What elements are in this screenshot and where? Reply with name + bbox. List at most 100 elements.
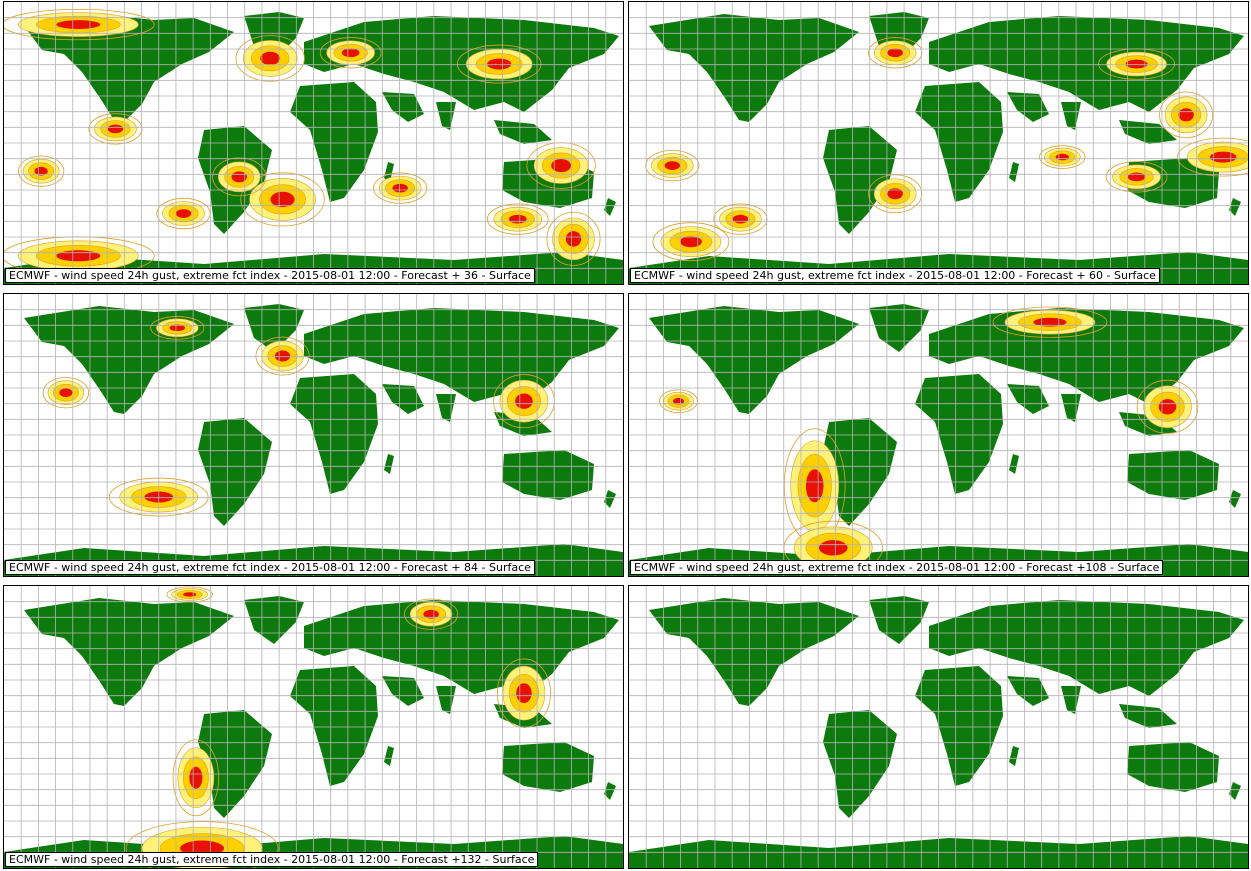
- efi-contour: [169, 324, 186, 332]
- efi-contour: [319, 37, 382, 69]
- efi-contour: [34, 166, 48, 176]
- efi-contour: [1105, 161, 1168, 193]
- efi-contour: [1127, 172, 1146, 182]
- continent-shape: [1119, 120, 1177, 144]
- continent-shape: [604, 198, 616, 216]
- continent-shape: [198, 418, 272, 526]
- efi-contour: [392, 183, 408, 193]
- continent-shape: [823, 710, 897, 818]
- continent-shape: [244, 596, 304, 644]
- efi-contour: [457, 44, 542, 84]
- efi-contour: [546, 211, 601, 266]
- efi-contours-layer: [42, 316, 555, 517]
- efi-contour: [1039, 145, 1086, 169]
- map-caption: ECMWF - wind speed 24h gust, extreme fct…: [5, 560, 535, 575]
- continent-shape: [494, 412, 552, 436]
- efi-contour: [664, 161, 681, 170]
- continent-shape: [649, 598, 859, 706]
- efi-contour: [868, 174, 923, 214]
- continent-shape: [304, 308, 619, 404]
- continent-shape: [1127, 742, 1219, 792]
- efi-contour: [551, 158, 571, 173]
- continent-shape: [384, 162, 394, 182]
- map-panel-forecast-84: ECMWF - wind speed 24h gust, extreme fct…: [3, 293, 624, 577]
- efi-contour: [88, 113, 143, 145]
- efi-contour: [235, 35, 305, 82]
- efi-contour: [805, 469, 824, 503]
- continent-shape: [502, 742, 594, 792]
- continent-shape: [1009, 454, 1019, 474]
- continent-shape: [304, 600, 619, 696]
- efi-contour: [270, 191, 295, 208]
- map-canvas: [629, 2, 1248, 284]
- efi-contour: [56, 250, 101, 262]
- map-caption: ECMWF - wind speed 24h gust, extreme fct…: [5, 852, 539, 867]
- efi-contour: [1125, 59, 1148, 69]
- lat-lon-grid: [4, 586, 623, 868]
- continent-shape: [869, 596, 929, 644]
- map-panel-forecast-60: ECMWF - wind speed 24h gust, extreme fct…: [628, 1, 1249, 285]
- map-panel-forecast-132: ECMWF - wind speed 24h gust, extreme fct…: [3, 585, 624, 869]
- efi-contour: [172, 739, 220, 817]
- efi-contour: [887, 48, 903, 58]
- continent-shape: [384, 746, 394, 766]
- map-caption: ECMWF - wind speed 24h gust, extreme fct…: [630, 268, 1160, 283]
- continent-shape: [1007, 384, 1049, 414]
- continent-shape: [494, 120, 552, 144]
- efi-contour: [423, 609, 439, 619]
- continent-shape: [869, 304, 929, 352]
- map-canvas: [4, 2, 623, 284]
- continent-shape: [1007, 92, 1049, 122]
- lat-lon-grid: [629, 294, 1248, 576]
- lat-lon-grid: [629, 586, 1248, 868]
- efi-contour: [516, 683, 532, 704]
- efi-contour: [818, 540, 848, 556]
- map-caption: ECMWF - wind speed 24h gust, extreme fct…: [5, 268, 535, 283]
- continent-shape: [929, 16, 1244, 112]
- map-canvas: [629, 294, 1248, 576]
- efi-contour: [486, 203, 549, 235]
- map-caption: ECMWF - wind speed 24h gust, extreme fct…: [630, 560, 1164, 575]
- efi-contour: [260, 51, 281, 65]
- continent-shape: [1119, 412, 1177, 436]
- map-panel-forecast-108: ECMWF - wind speed 24h gust, extreme fct…: [628, 293, 1249, 577]
- efi-contour: [175, 209, 192, 218]
- efi-contour: [1055, 153, 1069, 161]
- efi-contour: [125, 821, 279, 868]
- efi-contour: [1210, 151, 1237, 163]
- efi-contour: [4, 8, 155, 41]
- continent-shape: [502, 450, 594, 500]
- map-canvas: [4, 294, 623, 576]
- efi-contour: [1178, 108, 1194, 122]
- map-canvas: [4, 586, 623, 868]
- continent-shape: [24, 14, 234, 122]
- continent-shape: [604, 782, 616, 800]
- continent-shape: [382, 384, 424, 414]
- continent-shape: [1009, 162, 1019, 182]
- continent-shape: [1229, 490, 1241, 508]
- efi-contour: [868, 37, 923, 69]
- efi-contour: [652, 222, 730, 262]
- efi-contour: [240, 172, 325, 227]
- efi-contour: [42, 377, 90, 409]
- continent-shape: [1007, 676, 1049, 706]
- efi-contour: [887, 188, 903, 200]
- lat-lon-grid: [4, 2, 623, 284]
- efi-contour: [508, 214, 527, 224]
- efi-contour: [183, 592, 197, 597]
- continent-shape: [384, 454, 394, 474]
- efi-contour: [713, 203, 768, 235]
- continent-shape: [382, 92, 424, 122]
- continent-shape: [649, 14, 859, 122]
- efi-contour: [1159, 91, 1214, 138]
- efi-contour: [1177, 137, 1248, 177]
- efi-contour: [673, 397, 685, 405]
- efi-contour: [1136, 379, 1199, 434]
- efi-contours-layer: [645, 37, 1248, 262]
- efi-contour: [515, 393, 533, 409]
- continent-shape: [823, 126, 897, 234]
- efi-contour: [1158, 399, 1177, 415]
- continent-shape: [244, 304, 304, 352]
- continent-shape: [929, 600, 1244, 696]
- continent-shape: [24, 598, 234, 706]
